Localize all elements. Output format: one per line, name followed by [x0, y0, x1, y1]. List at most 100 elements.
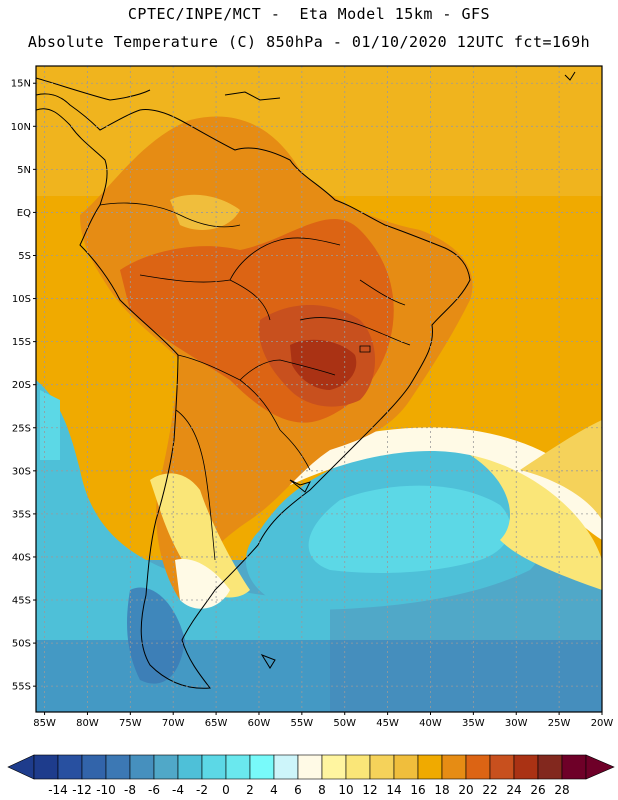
colorbar-swatch	[465, 754, 491, 780]
border-df	[359, 345, 371, 353]
colorbar-swatch	[321, 754, 347, 780]
map-frame	[35, 65, 603, 713]
colorbar-swatch	[129, 754, 155, 780]
country-borders	[99, 202, 411, 561]
lat-label: 15S	[12, 337, 31, 348]
field-far-south	[36, 640, 602, 712]
field-continent-hottest	[290, 339, 357, 390]
colorbar-labels: -14 -12 -10 -8 -6 -4 -2 0 2 4 6 8 10 12 14 16 18 20 22 24 26…	[48, 783, 569, 797]
colorbar-label: 16	[410, 783, 425, 797]
lon-label: 45W	[376, 718, 399, 729]
temperature-field	[36, 66, 602, 712]
caribbean-coast	[224, 91, 281, 101]
colorbar-swatch	[81, 754, 107, 780]
colorbar-label: 6	[294, 783, 302, 797]
latitude-labels: 15N 10N 5N EQ 5S 10S 15S 20S 25S 30S 35S 40S 45S 50S 5…	[11, 79, 31, 693]
colorbar-label: 8	[318, 783, 326, 797]
colorbar-label: -4	[172, 783, 184, 797]
colorbar-swatch	[105, 754, 131, 780]
field-north-highland	[170, 194, 240, 230]
lat-label: 25S	[12, 423, 31, 434]
colorbar-label: -2	[196, 783, 208, 797]
lon-label: 40W	[419, 718, 442, 729]
colorbar-swatch	[441, 754, 467, 780]
lon-label: 65W	[205, 718, 228, 729]
lon-label: 55W	[291, 718, 314, 729]
border-brazil-states	[299, 317, 411, 346]
colorbar-label: 18	[434, 783, 449, 797]
colorbar-swatch	[177, 754, 203, 780]
lon-label: 75W	[119, 718, 142, 729]
lat-label: 30S	[12, 466, 31, 477]
colorbar-label: 4	[270, 783, 278, 797]
colorbar-swatch	[153, 754, 179, 780]
colorbar-label: -10	[96, 783, 116, 797]
border-uruguay	[279, 429, 311, 471]
lon-label: 35W	[462, 718, 485, 729]
lon-label: 85W	[33, 718, 56, 729]
lat-label: 55S	[12, 682, 31, 693]
central-america-coast	[36, 77, 151, 101]
colorbar-label: 0	[222, 783, 230, 797]
colorbar-label: 12	[362, 783, 377, 797]
colorbar-label: 2	[246, 783, 254, 797]
lat-lon-grid	[36, 66, 602, 712]
map-title-line1: CPTEC/INPE/MCT - Eta Model 15km - GFS	[127, 5, 491, 23]
colorbar-swatch	[417, 754, 443, 780]
lat-label: EQ	[17, 208, 31, 219]
falklands	[260, 654, 276, 669]
colorbar-label: -6	[148, 783, 160, 797]
field-front-east	[470, 455, 602, 590]
lon-label: 25W	[548, 718, 571, 729]
colorbar-swatch	[33, 754, 59, 780]
lat-label: 20S	[12, 380, 31, 391]
longitude-labels: 85W 80W 75W 70W 65W 60W 55W 50W 45W 40W 35W 30W 25W 2…	[33, 718, 613, 729]
lat-label: 35S	[12, 509, 31, 520]
lat-label: 40S	[12, 552, 31, 563]
border-amazon	[229, 237, 341, 281]
colorbar-over-arrow	[585, 754, 615, 780]
coastlines	[36, 71, 576, 689]
colorbar-swatch	[249, 754, 275, 780]
colorbar-swatch	[345, 754, 371, 780]
colorbar-label: 14	[386, 783, 401, 797]
colorbar	[7, 754, 615, 780]
colorbar-label: 26	[530, 783, 545, 797]
field-southern-cone-mild	[150, 473, 250, 598]
colorbar-swatch	[393, 754, 419, 780]
lat-label: 45S	[12, 596, 31, 607]
colorbar-swatch	[57, 754, 83, 780]
border-northeast	[359, 279, 406, 306]
tick-marks	[33, 82, 603, 715]
colorbar-swatch	[201, 754, 227, 780]
colorbar-swatch	[513, 754, 539, 780]
colorbar-swatch	[297, 754, 323, 780]
colorbar-swatch	[273, 754, 299, 780]
colorbar-label: -14	[48, 783, 68, 797]
field-west-edge	[40, 390, 60, 460]
lon-label: 50W	[333, 718, 356, 729]
lat-label: 5S	[18, 251, 31, 262]
colorbar-swatch	[489, 754, 515, 780]
colorbar-under-arrow	[7, 754, 35, 780]
colorbar-label: 24	[506, 783, 521, 797]
south-america-coast	[36, 93, 471, 689]
lat-label: 50S	[12, 639, 31, 650]
map-title-line2: Absolute Temperature (C) 850hPa - 01/10/…	[27, 33, 591, 51]
border-paraguay	[239, 359, 336, 381]
field-front-band	[260, 427, 602, 540]
rio-de-la-plata	[289, 479, 311, 493]
lat-label: 10S	[12, 294, 31, 305]
border-chile-argentina	[175, 409, 216, 561]
lon-label: 20W	[591, 718, 614, 729]
colorbar-label: 22	[482, 783, 497, 797]
lat-label: 10N	[11, 122, 31, 133]
colorbar-label: -12	[72, 783, 92, 797]
colorbar-swatch	[537, 754, 563, 780]
field-west-cool	[36, 380, 330, 712]
island-north-east	[564, 71, 576, 81]
lon-label: 80W	[76, 718, 99, 729]
colorbar-swatch	[225, 754, 251, 780]
colorbar-label: 20	[458, 783, 473, 797]
colorbar-swatch	[369, 754, 395, 780]
